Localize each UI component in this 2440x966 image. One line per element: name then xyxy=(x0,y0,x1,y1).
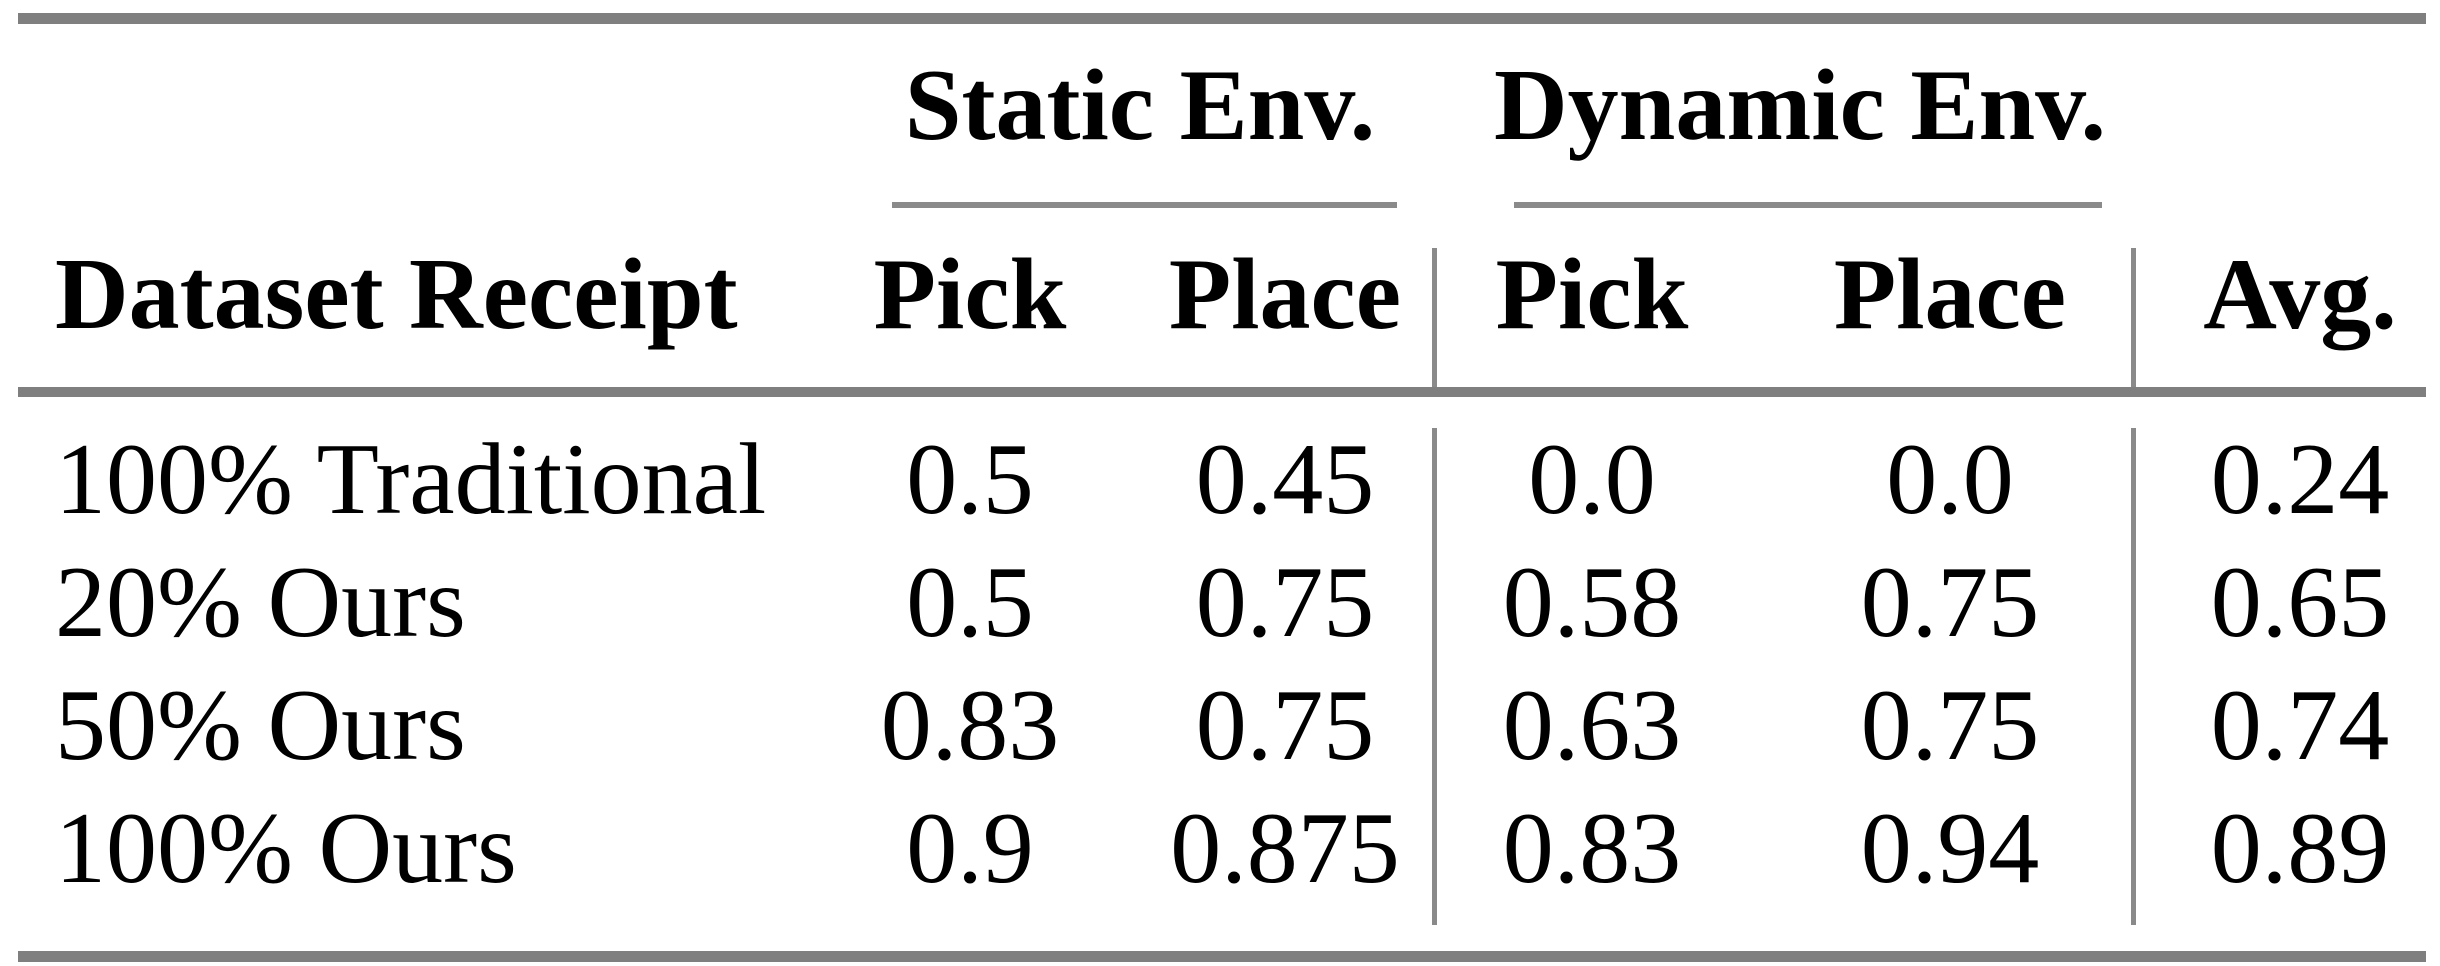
cell-dynamic-pick: 0.83 xyxy=(1502,792,1682,905)
cell-static-place: 0.45 xyxy=(1195,423,1375,536)
column-header-dynamic-place: Place xyxy=(1833,238,2067,351)
cell-static-place: 0.75 xyxy=(1195,546,1375,659)
cmidrule-dynamic-env xyxy=(1514,202,2102,208)
group-header-dynamic-env: Dynamic Env. xyxy=(1493,49,2107,162)
column-header-avg: Avg. xyxy=(2203,238,2397,351)
column-header-dataset-receipt: Dataset Receipt xyxy=(55,238,738,351)
column-header-row: Dataset Receipt Pick Place Pick Place Av… xyxy=(0,233,2440,357)
column-header-static-pick: Pick xyxy=(873,238,1067,351)
cell-dynamic-place: 0.94 xyxy=(1860,792,2040,905)
table-row: 100% Traditional 0.5 0.45 0.0 0.0 0.24 xyxy=(0,418,2440,542)
cell-avg: 0.24 xyxy=(2210,423,2390,536)
vertical-separator-2-body xyxy=(2131,428,2136,925)
column-header-dynamic-pick: Pick xyxy=(1495,238,1689,351)
vertical-separator-1-body xyxy=(1432,428,1437,925)
cell-dynamic-place: 0.0 xyxy=(1886,423,2014,536)
cell-static-pick: 0.5 xyxy=(906,546,1034,659)
cell-static-pick: 0.5 xyxy=(906,423,1034,536)
vertical-separator-1-header xyxy=(1432,248,1437,387)
cell-static-pick: 0.9 xyxy=(906,792,1034,905)
group-header-static-env: Static Env. xyxy=(904,49,1376,162)
row-label: 20% Ours xyxy=(55,546,466,659)
cell-static-place: 0.75 xyxy=(1195,669,1375,782)
row-label: 100% Traditional xyxy=(55,423,767,536)
cell-dynamic-pick: 0.0 xyxy=(1528,423,1656,536)
row-label: 50% Ours xyxy=(55,669,466,782)
cell-static-pick: 0.83 xyxy=(880,669,1060,782)
table-row: 20% Ours 0.5 0.75 0.58 0.75 0.65 xyxy=(0,541,2440,665)
table-row: 100% Ours 0.9 0.875 0.83 0.94 0.89 xyxy=(0,787,2440,911)
cell-dynamic-pick: 0.58 xyxy=(1502,546,1682,659)
cmidrule-static-env xyxy=(892,202,1397,208)
cell-dynamic-pick: 0.63 xyxy=(1502,669,1682,782)
vertical-separator-2-header xyxy=(2131,248,2136,387)
table-row: 50% Ours 0.83 0.75 0.63 0.75 0.74 xyxy=(0,664,2440,788)
cell-avg: 0.74 xyxy=(2210,669,2390,782)
cell-dynamic-place: 0.75 xyxy=(1860,669,2040,782)
cell-static-place: 0.875 xyxy=(1170,792,1400,905)
row-label: 100% Ours xyxy=(55,792,517,905)
cell-avg: 0.89 xyxy=(2210,792,2390,905)
bottom-rule xyxy=(18,951,2426,962)
mid-rule xyxy=(18,387,2426,397)
top-rule xyxy=(18,13,2426,24)
column-header-static-place: Place xyxy=(1168,238,1402,351)
cell-dynamic-place: 0.75 xyxy=(1860,546,2040,659)
cell-avg: 0.65 xyxy=(2210,546,2390,659)
